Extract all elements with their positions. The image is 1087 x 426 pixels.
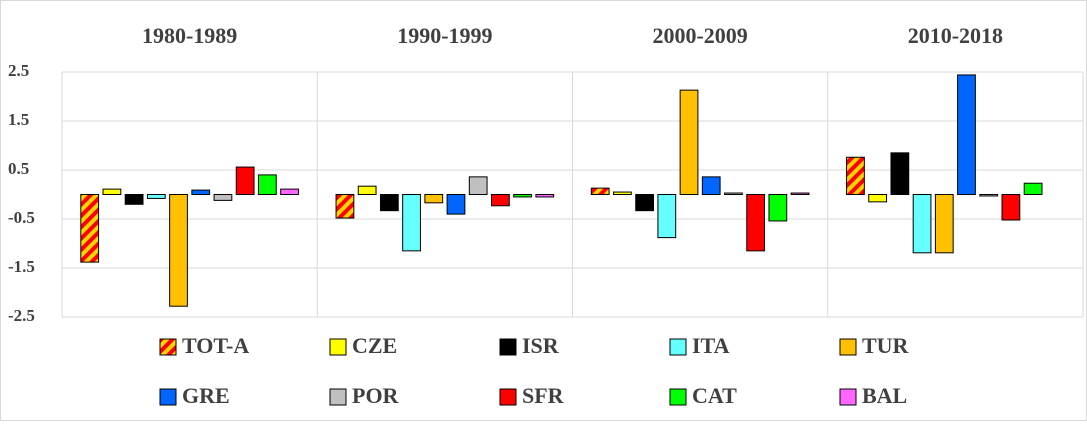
legend-swatch xyxy=(839,338,857,356)
bar xyxy=(1001,194,1021,221)
legend-label: TUR xyxy=(862,333,910,358)
bar xyxy=(535,194,555,198)
bar xyxy=(146,194,166,199)
bar xyxy=(280,188,299,196)
legend-label: BAL xyxy=(862,383,907,408)
x-tick-label: 2010-2018 xyxy=(908,23,1003,48)
legend-label: ITA xyxy=(692,333,730,358)
legend-swatch xyxy=(329,338,347,356)
bar xyxy=(679,89,699,195)
legend-label: TOT-A xyxy=(182,333,249,358)
y-tick-label: 0.5 xyxy=(8,159,29,178)
bar xyxy=(513,194,532,198)
y-tick-label: -0.5 xyxy=(8,208,35,227)
bar xyxy=(491,194,510,207)
bar xyxy=(169,194,188,307)
bar xyxy=(191,189,211,195)
x-tick-label: 2000-2009 xyxy=(652,23,747,48)
legend-label: CAT xyxy=(692,383,737,408)
legend-swatch xyxy=(329,388,347,406)
bar xyxy=(657,194,677,239)
bar xyxy=(635,194,654,212)
legend-swatch xyxy=(159,388,177,406)
legend-label: ISR xyxy=(522,333,560,358)
y-tick-label: 1.5 xyxy=(8,110,29,129)
bar xyxy=(257,174,277,195)
bar xyxy=(957,74,976,195)
legend-label: GRE xyxy=(182,383,230,408)
y-tick-label: 2.5 xyxy=(8,61,29,80)
legend-swatch xyxy=(159,338,177,356)
bar xyxy=(746,194,766,252)
bar xyxy=(613,191,632,196)
x-tick-label: 1980-1989 xyxy=(142,23,237,48)
bar xyxy=(424,194,444,204)
legend-label: SFR xyxy=(522,383,565,408)
bar xyxy=(934,194,954,254)
bar xyxy=(979,194,999,197)
bar xyxy=(912,194,932,254)
bar xyxy=(102,188,122,196)
x-tick-label: 1990-1999 xyxy=(397,23,492,48)
legend-swatch xyxy=(669,338,687,356)
legend-swatch xyxy=(669,388,687,406)
bar xyxy=(590,187,610,196)
bar xyxy=(402,194,421,252)
legend-label: POR xyxy=(352,383,400,408)
bar xyxy=(80,194,100,263)
bar xyxy=(724,192,743,195)
y-tick-label: -1.5 xyxy=(8,257,35,276)
legend-swatch xyxy=(499,338,517,356)
bar xyxy=(335,194,355,219)
bar xyxy=(1023,182,1043,195)
bar xyxy=(701,176,721,195)
bar xyxy=(846,156,865,195)
legend-label: CZE xyxy=(352,333,397,358)
bar xyxy=(213,194,233,201)
legend-swatch xyxy=(839,388,857,406)
bar xyxy=(124,194,144,205)
bar xyxy=(357,185,377,195)
bar xyxy=(790,192,810,195)
bar xyxy=(446,194,466,215)
legend-swatch xyxy=(499,388,517,406)
bar xyxy=(379,194,399,212)
bar xyxy=(768,194,788,222)
bar xyxy=(235,166,255,195)
bar xyxy=(890,152,910,196)
bar xyxy=(868,194,888,203)
y-tick-label: -2.5 xyxy=(8,306,35,325)
bar xyxy=(468,176,488,195)
